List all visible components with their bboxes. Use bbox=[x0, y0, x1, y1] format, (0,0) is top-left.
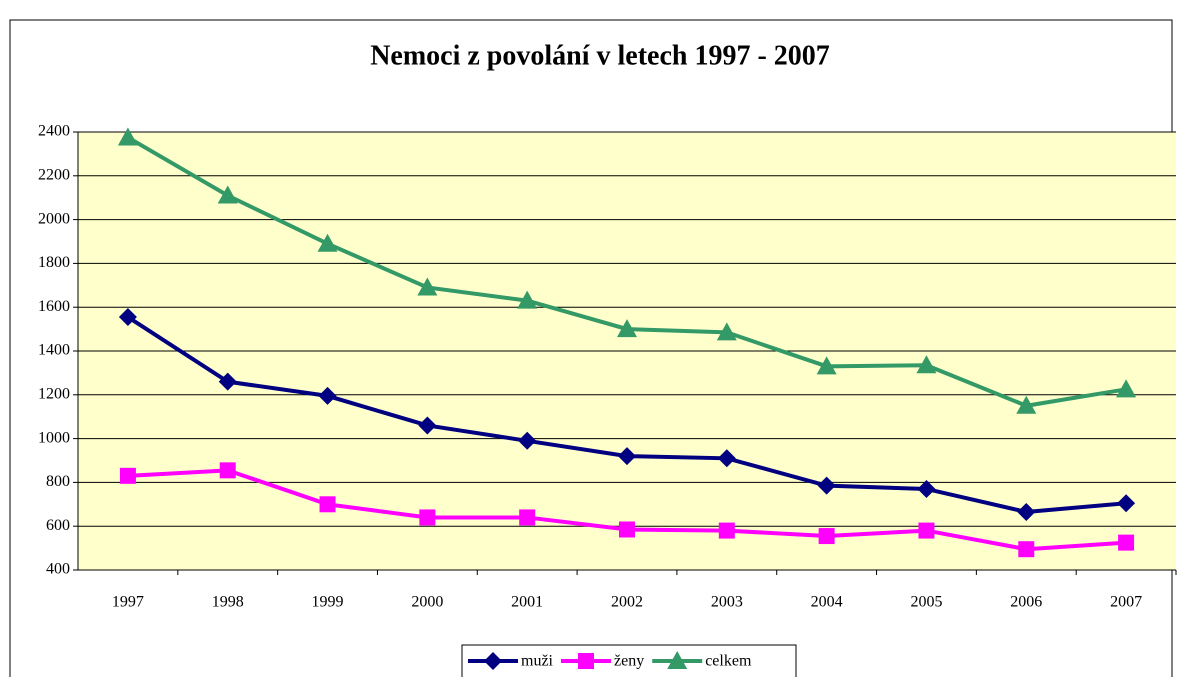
marker bbox=[619, 521, 635, 538]
y-tick-label: 2200 bbox=[38, 166, 70, 183]
marker bbox=[218, 372, 237, 391]
marker bbox=[1017, 502, 1036, 521]
marker bbox=[518, 431, 537, 450]
marker bbox=[419, 509, 436, 526]
chart-title: Nemoci z povolání v letech 1997 - 2007 bbox=[370, 40, 830, 71]
marker bbox=[319, 496, 336, 513]
marker bbox=[519, 509, 536, 526]
marker bbox=[1018, 541, 1035, 558]
marker bbox=[717, 449, 736, 468]
x-tick-label: 2000 bbox=[411, 594, 443, 611]
marker bbox=[1016, 395, 1037, 414]
marker bbox=[119, 467, 136, 484]
y-tick-label: 400 bbox=[46, 561, 70, 578]
marker bbox=[1118, 534, 1135, 551]
marker bbox=[118, 308, 137, 327]
y-tick-label: 1400 bbox=[38, 342, 70, 359]
marker bbox=[1116, 379, 1137, 398]
marker bbox=[117, 127, 138, 146]
marker bbox=[578, 653, 594, 669]
marker bbox=[916, 355, 937, 374]
x-tick-label: 2001 bbox=[511, 594, 543, 611]
y-tick-label: 2400 bbox=[38, 123, 70, 140]
marker bbox=[718, 522, 735, 539]
legend-label: celkem bbox=[705, 653, 752, 670]
marker bbox=[318, 386, 337, 405]
x-tick-label: 1999 bbox=[312, 594, 344, 611]
marker bbox=[917, 479, 936, 498]
x-tick-label: 2004 bbox=[811, 594, 843, 611]
x-tick-label: 2005 bbox=[910, 594, 942, 611]
legend-label: ženy bbox=[614, 653, 644, 670]
y-tick-label: 600 bbox=[46, 517, 70, 534]
x-tick-label: 1998 bbox=[212, 594, 244, 611]
marker bbox=[317, 233, 338, 252]
y-tick-label: 1800 bbox=[38, 254, 70, 271]
x-tick-label: 2007 bbox=[1110, 594, 1142, 611]
marker bbox=[618, 447, 636, 466]
marker bbox=[418, 416, 437, 435]
marker bbox=[219, 462, 236, 479]
y-tick-label: 1200 bbox=[38, 385, 70, 402]
y-tick-label: 800 bbox=[46, 473, 70, 490]
marker bbox=[716, 322, 737, 341]
marker bbox=[667, 651, 688, 669]
x-tick-label: 2006 bbox=[1010, 594, 1042, 611]
y-tick-label: 1600 bbox=[38, 298, 70, 315]
y-tick-label: 2000 bbox=[38, 210, 70, 227]
y-tick-label: 1000 bbox=[38, 429, 70, 446]
marker bbox=[617, 319, 637, 338]
marker bbox=[816, 356, 837, 375]
marker bbox=[217, 185, 238, 204]
marker bbox=[1117, 494, 1136, 513]
marker bbox=[417, 277, 438, 296]
x-tick-label: 2002 bbox=[611, 594, 643, 611]
marker bbox=[517, 290, 538, 309]
marker bbox=[484, 652, 502, 670]
x-tick-label: 2003 bbox=[711, 594, 743, 611]
marker bbox=[817, 476, 836, 495]
legend-label: muži bbox=[521, 653, 554, 670]
x-tick-label: 1997 bbox=[112, 594, 144, 611]
marker bbox=[918, 522, 935, 539]
marker bbox=[818, 528, 835, 545]
